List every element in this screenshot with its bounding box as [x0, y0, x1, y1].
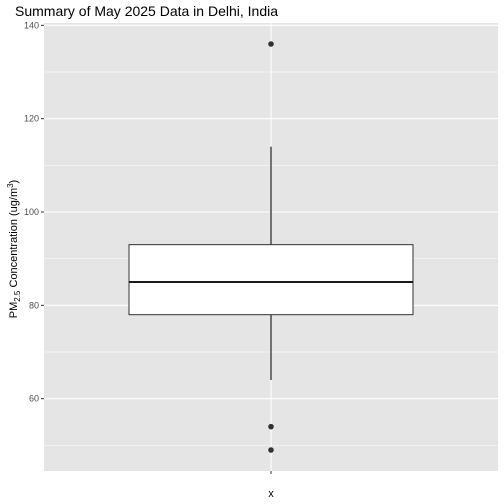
outlier-point-0	[268, 41, 274, 47]
outlier-point-1	[268, 423, 274, 430]
box-plot-marks	[128, 41, 414, 453]
y-tick-label-80: 80	[29, 300, 39, 310]
y-axis-title: PM2.5 Concentration (ug/m3)	[6, 180, 22, 318]
y-axis-ticks: 60 80 100 120 140	[24, 20, 44, 404]
x-axis-title: x	[268, 488, 274, 500]
y-tick-label-120: 120	[24, 114, 39, 124]
y-tick-label-60: 60	[29, 394, 39, 404]
y-axis-title-part-2: Concentration (ug/m	[8, 188, 20, 291]
y-tick-label-100: 100	[24, 207, 39, 217]
y-axis-title-part-3: )	[8, 180, 20, 184]
y-axis-title-part-1: PM	[8, 302, 20, 319]
y-axis-title-superscript: 3	[6, 183, 15, 188]
iqr-box	[128, 244, 414, 316]
y-tick-label-140: 140	[24, 20, 39, 30]
y-axis-title-subscript: 2.5	[13, 290, 22, 302]
chart-title: Summary of May 2025 Data in Delhi, India	[15, 3, 278, 19]
outlier-point-2	[268, 447, 274, 453]
